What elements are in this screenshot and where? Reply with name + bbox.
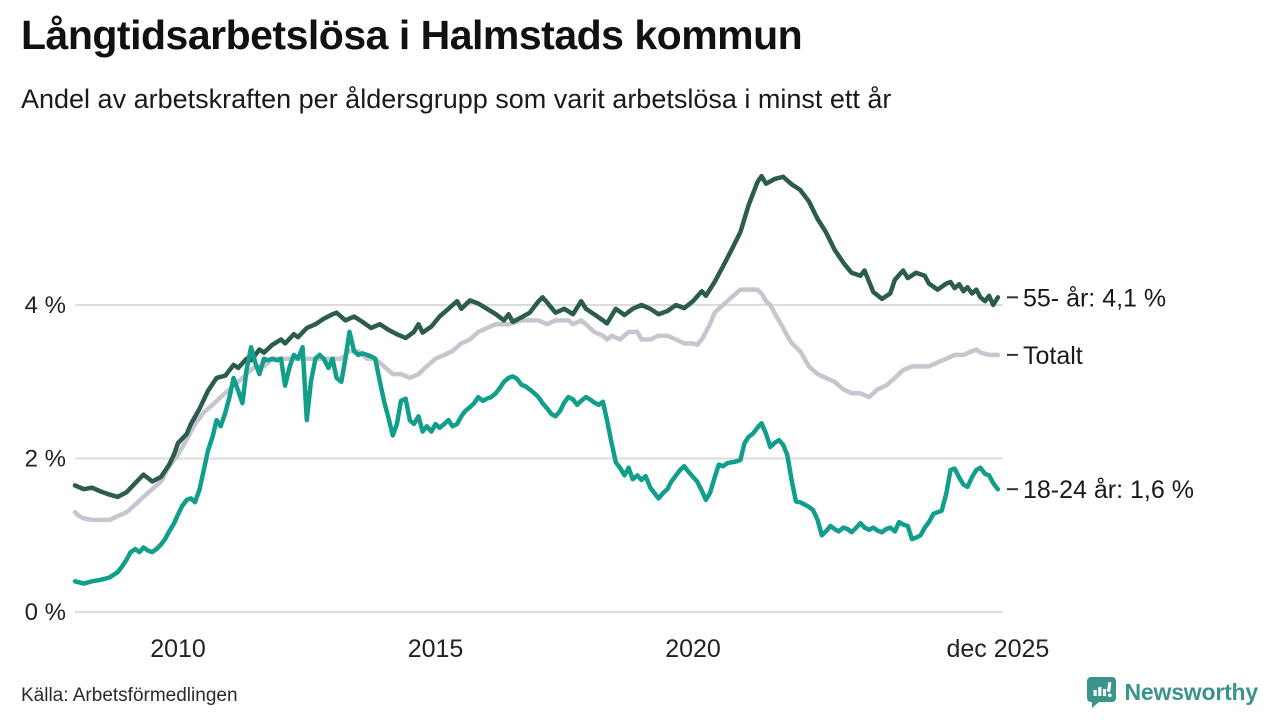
- annotation-label-totalt: Totalt: [1023, 342, 1083, 370]
- source-note: Källa: Arbetsförmedlingen: [21, 685, 238, 706]
- y-axis-tick-label: 0 %: [25, 599, 66, 626]
- x-axis-tick-label: 2020: [665, 635, 721, 663]
- chart-header: Långtidsarbetslösa i Halmstads kommun An…: [21, 12, 1261, 116]
- series-line-totalt: [72, 287, 1001, 523]
- annotation-label-55-r: 55- år: 4,1 %: [1023, 284, 1166, 312]
- newsworthy-logo-icon: [1086, 676, 1117, 708]
- page-subtitle: Andel av arbetskraften per åldersgrupp s…: [21, 84, 892, 115]
- y-axis-tick-label: 4 %: [25, 292, 66, 319]
- brand-badge: Newsworthy: [1086, 676, 1258, 708]
- x-axis-tick-label: dec 2025: [946, 635, 1049, 663]
- x-axis-tick-label: 2010: [150, 635, 206, 663]
- x-axis-tick-label: 2015: [408, 635, 464, 663]
- brand-name: Newsworthy: [1124, 678, 1259, 705]
- series-line-55-r: [72, 173, 1001, 500]
- annotation-label-18-24-r: 18-24 år: 1,6 %: [1023, 476, 1194, 504]
- page-title: Långtidsarbetslösa i Halmstads kommun: [21, 12, 803, 58]
- series-line-18-24-r: [72, 329, 1001, 586]
- y-axis-tick-label: 2 %: [25, 446, 66, 473]
